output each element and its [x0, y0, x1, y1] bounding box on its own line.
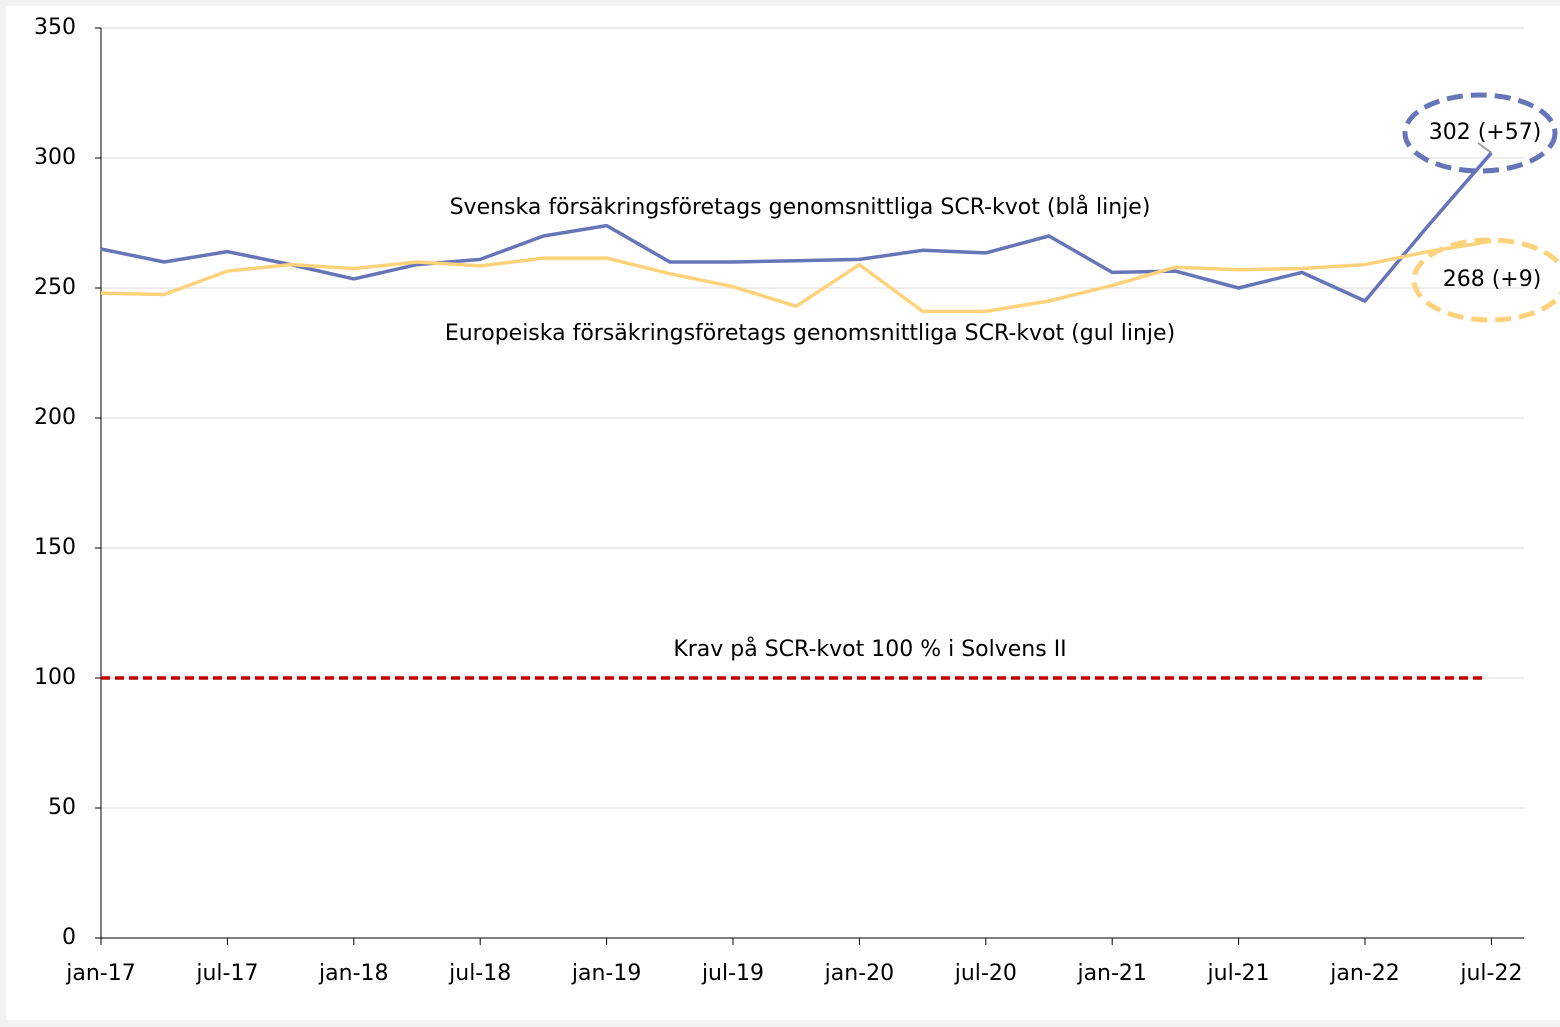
- x-tick-label: jan-19: [571, 961, 641, 986]
- bottom-border: [0, 1020, 1560, 1027]
- x-tick-label: jul-21: [1207, 961, 1270, 986]
- series-line: [100, 151, 1493, 303]
- y-tick-label: 0: [62, 925, 76, 950]
- callout-ellipse: [1402, 92, 1558, 174]
- x-tick-label: jul-19: [701, 961, 764, 986]
- left-border: [0, 0, 6, 1027]
- y-tick-label: 300: [34, 145, 76, 170]
- y-tick-label: 250: [34, 275, 76, 300]
- x-tick-label: jul-17: [195, 961, 258, 986]
- y-tick-label: 100: [34, 665, 76, 690]
- x-tick-label: jul-22: [1459, 961, 1522, 986]
- annotation: 302 (+57): [1429, 120, 1542, 145]
- x-tick-label: jan-21: [1076, 961, 1146, 986]
- annotation: 268 (+9): [1443, 267, 1542, 292]
- y-tick-label: 350: [34, 15, 76, 40]
- x-tick-label: jul-18: [448, 961, 511, 986]
- reference-label: Krav på SCR-kvot 100 % i Solvens II: [673, 636, 1066, 662]
- y-tick-label: 150: [34, 535, 76, 560]
- series-label: Svenska försäkringsföretags genomsnittli…: [450, 194, 1151, 220]
- x-tick-label: jul-20: [954, 961, 1017, 986]
- x-tick-label: jan-18: [318, 961, 388, 986]
- callout-ellipse: [1411, 237, 1560, 323]
- x-tick-label: jan-20: [824, 961, 894, 986]
- leader-line: [1477, 142, 1492, 154]
- top-border: [0, 0, 1560, 6]
- y-tick-label: 50: [48, 795, 76, 820]
- series-label: Europeiska försäkringsföretags genomsnit…: [445, 321, 1175, 346]
- series-line: [100, 239, 1492, 314]
- x-tick-label: jan-22: [1329, 961, 1399, 986]
- y-tick-label: 200: [34, 405, 76, 430]
- x-tick-label: jan-17: [65, 961, 135, 986]
